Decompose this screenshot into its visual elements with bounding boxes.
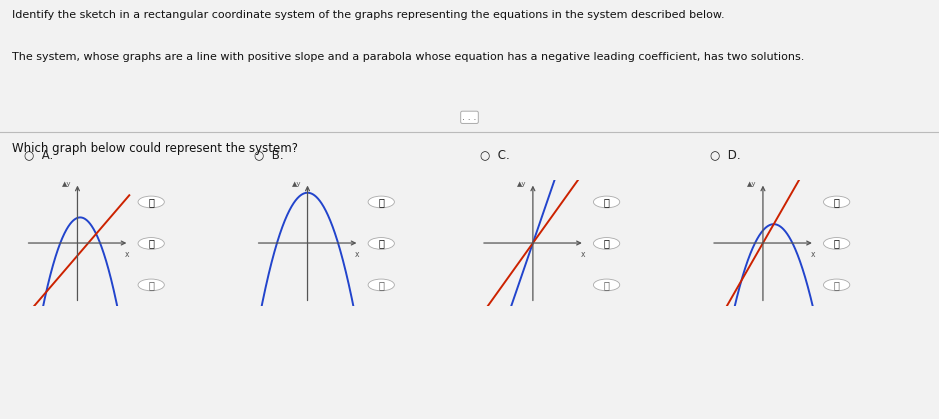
Text: 🔍: 🔍: [834, 197, 839, 207]
Text: x: x: [580, 250, 585, 259]
Text: 🔍: 🔍: [148, 197, 154, 207]
Text: x: x: [810, 250, 815, 259]
Text: 🔍: 🔍: [148, 238, 154, 248]
Text: 🔍: 🔍: [834, 238, 839, 248]
Text: ⧉: ⧉: [148, 280, 154, 290]
Text: 🔍: 🔍: [604, 238, 609, 248]
Text: 🔍: 🔍: [378, 197, 384, 207]
Text: The system, whose graphs are a line with positive slope and a parabola whose equ: The system, whose graphs are a line with…: [12, 52, 805, 62]
Text: ▲y: ▲y: [747, 181, 757, 187]
Text: ○  D.: ○ D.: [710, 148, 741, 161]
Text: ▲y: ▲y: [62, 181, 71, 187]
Text: ▲y: ▲y: [517, 181, 527, 187]
Text: . . .: . . .: [462, 113, 477, 122]
Text: 🔍: 🔍: [604, 197, 609, 207]
Text: ○  B.: ○ B.: [254, 148, 285, 161]
Text: ○  C.: ○ C.: [480, 148, 510, 161]
Text: ○  A.: ○ A.: [24, 148, 54, 161]
Text: Which graph below could represent the system?: Which graph below could represent the sy…: [12, 142, 299, 155]
Text: ⧉: ⧉: [378, 280, 384, 290]
Text: x: x: [355, 250, 360, 259]
Text: ⧉: ⧉: [834, 280, 839, 290]
Text: ▲y: ▲y: [292, 181, 301, 187]
Text: ⧉: ⧉: [604, 280, 609, 290]
Text: x: x: [125, 250, 130, 259]
Text: 🔍: 🔍: [378, 238, 384, 248]
Text: Identify the sketch in a rectangular coordinate system of the graphs representin: Identify the sketch in a rectangular coo…: [12, 10, 725, 21]
